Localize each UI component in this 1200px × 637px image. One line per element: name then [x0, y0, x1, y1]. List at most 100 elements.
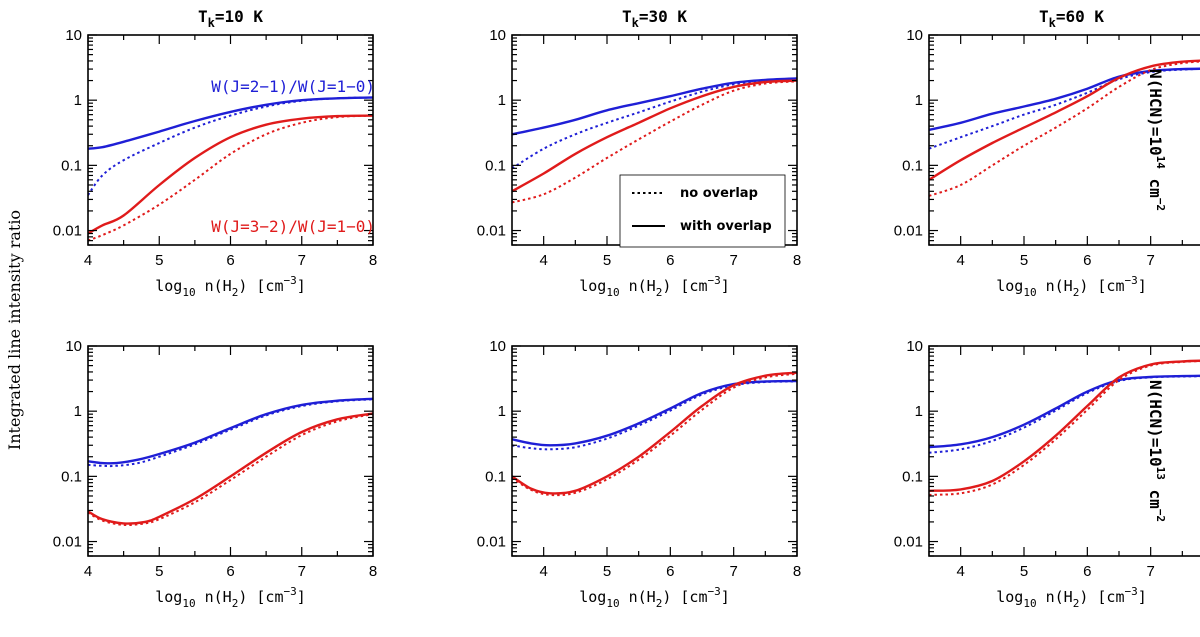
x-tick-label: 8: [793, 563, 801, 580]
curve-red-overlap: [88, 412, 373, 525]
x-axis-label: log10 n(H2) [cm−3]: [996, 585, 1147, 610]
panel-r1-c1: 4 5 6 7 8 0.01 0.1 1 10 log10 n(H2) [cm−3]: [477, 338, 801, 610]
series-label-blue: W(J=2−1)/W(J=1−0): [211, 77, 375, 96]
legend-box: [619, 174, 786, 248]
x-tick-label: 5: [155, 563, 163, 580]
y-tick-label: 1: [915, 92, 923, 109]
curve-blue-overlap: [512, 379, 797, 447]
curve-blue-overlap: [929, 67, 1200, 132]
x-tick-label: 6: [666, 563, 674, 580]
x-axis-label: log10 n(H2) [cm−3]: [155, 274, 306, 299]
curve-blue-overlap: [929, 374, 1200, 449]
x-tick-label: 4: [539, 563, 547, 580]
y-tick-label: 0.1: [485, 468, 506, 485]
y-tick-label: 10: [65, 338, 82, 355]
y-tick-label: 10: [906, 27, 923, 44]
x-tick-label: 4: [956, 252, 964, 269]
panel-title: Tk=10 K: [198, 7, 263, 30]
y-tick-label: 0.1: [902, 468, 923, 485]
y-tick-label: 10: [65, 27, 82, 44]
x-tick-label: 6: [666, 252, 674, 269]
panel-r0-c0: 4 5 6 7 8 0.01 0.1 1 10 log10 n(H2) [cm−3] Tk=10 K: [53, 7, 377, 299]
x-axis-label: log10 n(H2) [cm−3]: [996, 274, 1147, 299]
legend: no overlap with overlap: [619, 174, 786, 248]
y-tick-label: 0.1: [485, 157, 506, 174]
curve-red-no-overlap: [929, 360, 1200, 496]
panel-title: Tk=60 K: [1039, 7, 1104, 30]
curve-blue-no-overlap: [88, 398, 373, 468]
x-tick-label: 7: [1146, 563, 1154, 580]
curve-blue-no-overlap: [512, 380, 797, 451]
overlays: N(HCN)=1014 cm−2 N(HCN)=1013 cm−2 W(J=2−1)…: [211, 69, 1167, 522]
panel-r0-c1: 4 5 6 7 8 0.01 0.1 1 10 log10 n(H2) [cm−3] Tk=30 K: [477, 7, 801, 299]
y-tick-label: 0.01: [477, 223, 506, 240]
curve-blue-no-overlap: [929, 67, 1200, 150]
x-tick-label: 7: [298, 252, 306, 269]
legend-with-overlap: with overlap: [680, 219, 772, 234]
panel-title: Tk=30 K: [622, 7, 687, 30]
x-tick-label: 7: [298, 563, 306, 580]
row-label-0: N(HCN)=1014 cm−2: [1146, 69, 1167, 211]
curve-red-no-overlap: [88, 413, 373, 527]
y-tick-label: 10: [489, 27, 506, 44]
curve-red-no-overlap: [929, 60, 1200, 197]
y-tick-label: 1: [498, 403, 506, 420]
y-tick-label: 0.1: [61, 157, 82, 174]
x-tick-label: 5: [155, 252, 163, 269]
axes-frame: [511, 345, 798, 557]
x-tick-label: 6: [1083, 252, 1091, 269]
x-tick-label: 7: [729, 252, 737, 269]
curve-blue-overlap: [88, 96, 373, 150]
curve-red-overlap: [512, 79, 797, 193]
y-tick-label: 0.01: [894, 223, 923, 240]
x-axis-label: log10 n(H2) [cm−3]: [579, 274, 730, 299]
panels: 4 5 6 7 8 0.01 0.1 1 10 log10 n(H2) [cm−3] Tk=10 K…: [53, 7, 1200, 610]
curve-blue-no-overlap: [512, 78, 797, 170]
axes-frame: [928, 34, 1200, 246]
x-tick-label: 8: [369, 252, 377, 269]
x-tick-label: 6: [1083, 563, 1091, 580]
curve-red-overlap: [929, 59, 1200, 181]
x-tick-label: 6: [226, 563, 234, 580]
legend-no-overlap: no overlap: [680, 186, 758, 201]
x-tick-label: 5: [603, 563, 611, 580]
panel-r1-c0: 4 5 6 7 8 0.01 0.1 1 10 log10 n(H2) [cm−3]: [53, 338, 377, 610]
curve-red-no-overlap: [512, 372, 797, 497]
y-tick-label: 0.01: [477, 534, 506, 551]
x-tick-label: 7: [1146, 252, 1154, 269]
y-tick-label: 1: [74, 403, 82, 420]
curve-red-overlap: [88, 114, 373, 235]
x-tick-label: 5: [1020, 252, 1028, 269]
x-tick-label: 8: [369, 563, 377, 580]
series-label-red: W(J=3−2)/W(J=1−0): [211, 217, 375, 236]
x-tick-label: 6: [226, 252, 234, 269]
y-tick-label: 1: [498, 92, 506, 109]
x-tick-label: 4: [84, 252, 92, 269]
x-tick-label: 4: [84, 563, 92, 580]
x-axis-label: log10 n(H2) [cm−3]: [579, 585, 730, 610]
axes-frame: [928, 345, 1200, 557]
y-tick-label: 1: [915, 403, 923, 420]
curve-red-no-overlap: [512, 80, 797, 204]
curve-blue-overlap: [512, 77, 797, 136]
y-tick-label: 0.1: [61, 468, 82, 485]
y-tick-label: 10: [906, 338, 923, 355]
curve-red-overlap: [512, 371, 797, 495]
x-tick-label: 7: [729, 563, 737, 580]
x-axis-label: log10 n(H2) [cm−3]: [155, 585, 306, 610]
y-tick-label: 0.1: [902, 157, 923, 174]
x-tick-label: 5: [603, 252, 611, 269]
y-axis-label: Integrated line intensity ratio: [5, 210, 24, 450]
x-tick-label: 4: [956, 563, 964, 580]
x-tick-label: 5: [1020, 563, 1028, 580]
row-label-1: N(HCN)=1013 cm−2: [1146, 380, 1167, 522]
y-tick-label: 1: [74, 92, 82, 109]
y-tick-label: 0.01: [894, 534, 923, 551]
x-tick-label: 4: [539, 252, 547, 269]
y-tick-label: 0.01: [53, 534, 82, 551]
y-tick-label: 0.01: [53, 223, 82, 240]
curve-blue-overlap: [88, 397, 373, 465]
